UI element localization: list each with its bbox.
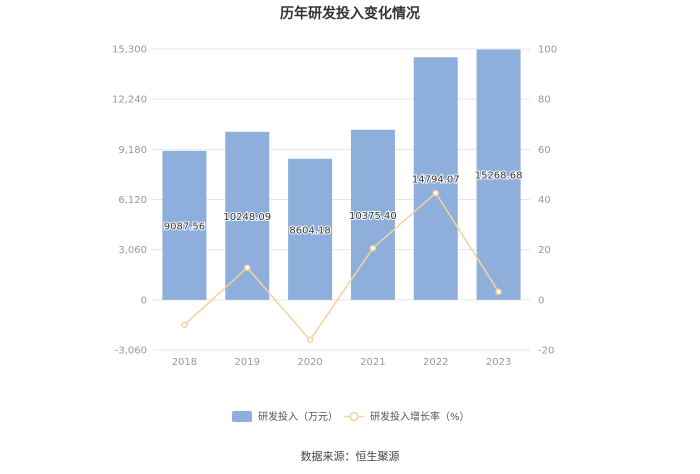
grid-lines [153,48,530,351]
chart-title: 历年研发投入变化情况 [280,5,420,22]
line-point [244,264,251,271]
line-point [181,321,188,329]
right-y-axis: -20 0 20 40 60 80 100 [538,45,557,357]
legend-bar-label: 研发投入（万元） [258,410,338,423]
x-tick-label: 2022 [423,357,448,368]
bar-data-labels: 9087.56 10248.09 8604.18 10375.40 14794.07 15… [163,170,524,238]
line-point [495,288,502,296]
left-tick-label: -3,060 [115,346,147,357]
left-tick-label: 0 [141,295,147,306]
line-point [432,189,439,197]
source-note: 数据来源：恒生聚源 [301,449,400,463]
legend-bar-swatch [232,411,252,422]
right-tick-label: 40 [538,195,551,206]
left-tick-label: 6,120 [118,195,147,206]
x-tick-label: 2018 [172,357,197,368]
bar-value-label: 9087.56 [164,221,205,232]
line-series [181,189,502,344]
right-tick-label: 100 [538,45,557,56]
legend-item-line[interactable]: 研发投入增长率（%） [344,410,470,423]
bar-series [162,49,521,300]
right-tick-label: 60 [538,145,551,156]
x-tick-label: 2021 [360,357,385,368]
bar [288,158,333,300]
right-tick-label: 0 [538,295,544,306]
bar [225,131,270,300]
bar [413,57,458,300]
bar [476,49,521,300]
right-tick-label: -20 [538,346,554,357]
bar-value-label: 8604.18 [289,225,330,236]
bar-value-label: 10375.40 [349,211,397,222]
left-tick-label: 9,180 [118,145,147,156]
legend-line-label: 研发投入增长率（%） [370,410,470,423]
x-axis: 2018 2019 2020 2021 2022 2023 [172,357,512,368]
right-tick-label: 80 [538,95,551,106]
left-tick-label: 3,060 [118,245,147,256]
legend-item-bar[interactable]: 研发投入（万元） [232,410,338,423]
bar-value-label: 15268.68 [475,171,523,182]
bar-value-label: 10248.09 [223,212,271,223]
x-tick-label: 2019 [235,357,260,368]
line-point [369,244,377,252]
left-y-axis: -3,060 0 3,060 6,120 9,180 12,240 15,300 [112,45,147,357]
growth-line [183,191,500,342]
x-tick-label: 2023 [486,357,511,368]
bar [350,129,395,300]
right-tick-label: 20 [538,245,551,256]
left-tick-label: 15,300 [112,45,147,56]
x-tick-label: 2020 [297,357,322,368]
bar [162,150,207,300]
left-tick-label: 12,240 [112,95,147,106]
legend[interactable]: 研发投入（万元） 研发投入增长率（%） [232,410,470,423]
line-point [306,336,314,344]
bar-value-label: 14794.07 [412,175,460,186]
legend-line-marker [349,411,359,422]
